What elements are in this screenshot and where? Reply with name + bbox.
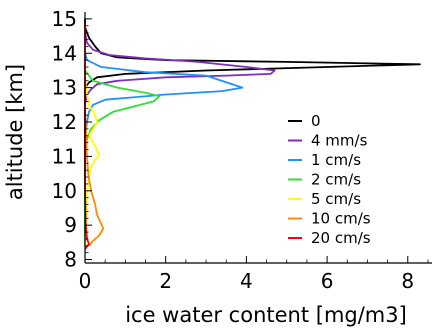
legend-label-6: 20 cm/s	[311, 229, 371, 247]
x-tick-label-1: 2	[159, 269, 172, 293]
tick-layer: 0 2 4 6 8 8 9 10 11 12 13 14 15	[52, 7, 429, 293]
y-tick-label-4: 12	[52, 110, 77, 134]
axes-layer	[84, 12, 432, 264]
series-line-5	[84, 104, 105, 247]
y-axis-title: altitude [km]	[3, 64, 27, 200]
x-axis-title: ice water content [mg/m3]	[125, 303, 407, 327]
y-tick-label-3: 11	[52, 144, 77, 168]
legend-label-5: 10 cm/s	[311, 210, 371, 228]
y-tick-label-2: 10	[52, 179, 77, 203]
x-tick-label-3: 6	[321, 269, 334, 293]
legend-label-3: 2 cm/s	[311, 171, 361, 189]
series-line-4	[84, 80, 100, 246]
x-tick-label-4: 8	[401, 269, 414, 293]
y-tick-label-5: 13	[52, 76, 77, 100]
y-tick-label-0: 8	[64, 248, 77, 272]
y-tick-label-6: 14	[52, 41, 77, 65]
legend-label-2: 1 cm/s	[311, 151, 361, 169]
y-tick-label-1: 9	[64, 213, 77, 237]
y-tick-label-7: 15	[52, 7, 77, 31]
legend-label-4: 5 cm/s	[311, 190, 361, 208]
legend-label-1: 4 mm/s	[311, 132, 368, 150]
legend-label-0: 0	[311, 112, 321, 130]
series-line-1	[84, 32, 276, 246]
x-tick-label-0: 0	[79, 269, 92, 293]
legend: 0 4 mm/s1 cm/s 2 cm/s5 cm/s 10 cm/s20 cm/s	[288, 112, 371, 247]
x-tick-label-2: 4	[240, 269, 253, 293]
